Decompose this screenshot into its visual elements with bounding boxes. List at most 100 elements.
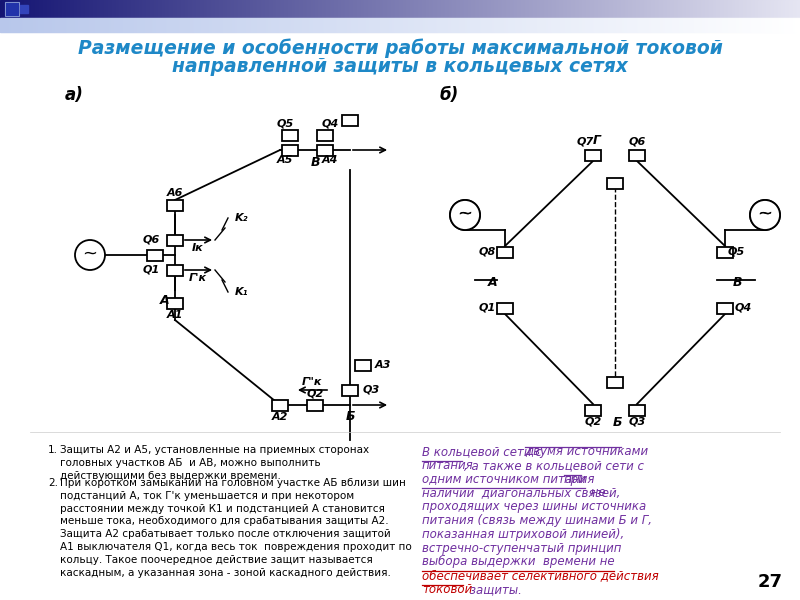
Text: Iк: Iк: [192, 243, 204, 253]
Bar: [119, 0, 120, 18]
Bar: [2, 18, 3, 32]
Text: при: при: [564, 473, 586, 485]
Bar: [205, 0, 206, 18]
Bar: [369, 18, 370, 32]
Text: Q7: Q7: [576, 136, 594, 146]
Bar: [92, 0, 93, 18]
Text: показанная штриховой линией),: показанная штриховой линией),: [422, 528, 624, 541]
Bar: [362, 18, 363, 32]
Bar: [101, 0, 102, 18]
Bar: [783, 0, 784, 18]
Bar: [798, 18, 799, 32]
Bar: [663, 18, 664, 32]
Bar: [296, 0, 297, 18]
Bar: [121, 0, 122, 18]
Bar: [19, 0, 20, 18]
Bar: [244, 18, 245, 32]
Bar: [418, 0, 419, 18]
Bar: [544, 0, 545, 18]
Bar: [778, 18, 779, 32]
Bar: [26, 18, 27, 32]
Bar: [129, 18, 130, 32]
Bar: [514, 18, 515, 32]
Bar: [751, 0, 752, 18]
Bar: [725, 18, 726, 32]
Bar: [76, 18, 77, 32]
Bar: [710, 0, 711, 18]
Bar: [276, 0, 277, 18]
Bar: [625, 18, 626, 32]
Bar: [476, 0, 477, 18]
Bar: [472, 0, 473, 18]
Bar: [415, 0, 416, 18]
Bar: [252, 18, 253, 32]
Bar: [473, 0, 474, 18]
Bar: [507, 0, 508, 18]
Bar: [793, 18, 794, 32]
Bar: [455, 0, 456, 18]
Bar: [62, 0, 63, 18]
Bar: [683, 18, 684, 32]
Bar: [386, 18, 387, 32]
Bar: [628, 18, 629, 32]
Bar: [712, 18, 713, 32]
Bar: [763, 0, 764, 18]
Bar: [416, 18, 417, 32]
Bar: [459, 0, 460, 18]
Bar: [143, 0, 144, 18]
Bar: [65, 18, 66, 32]
Bar: [762, 0, 763, 18]
Bar: [213, 18, 214, 32]
Bar: [403, 18, 404, 32]
Bar: [500, 0, 501, 18]
Bar: [569, 18, 570, 32]
Text: A2: A2: [272, 412, 288, 422]
Bar: [340, 0, 341, 18]
Text: , а также в кольцевой сети с: , а также в кольцевой сети с: [464, 459, 644, 472]
Bar: [94, 18, 95, 32]
Bar: [177, 0, 178, 18]
Bar: [774, 18, 775, 32]
Text: направленной защиты в кольцевых сетях: направленной защиты в кольцевых сетях: [172, 56, 628, 76]
Bar: [92, 18, 93, 32]
Bar: [509, 0, 510, 18]
Bar: [619, 0, 620, 18]
Bar: [152, 18, 153, 32]
Bar: [225, 18, 226, 32]
Bar: [236, 0, 237, 18]
Bar: [449, 18, 450, 32]
Bar: [243, 0, 244, 18]
Bar: [629, 404, 645, 415]
Bar: [254, 18, 255, 32]
Bar: [525, 0, 526, 18]
Bar: [329, 0, 330, 18]
Bar: [714, 0, 715, 18]
Bar: [75, 18, 76, 32]
Bar: [223, 0, 224, 18]
Bar: [408, 0, 409, 18]
Bar: [431, 0, 432, 18]
Bar: [307, 0, 308, 18]
Bar: [107, 0, 108, 18]
Bar: [734, 18, 735, 32]
Bar: [415, 18, 416, 32]
Bar: [439, 0, 440, 18]
Bar: [767, 18, 768, 32]
Bar: [417, 18, 418, 32]
Bar: [225, 0, 226, 18]
Bar: [198, 0, 199, 18]
Bar: [95, 0, 96, 18]
Bar: [554, 0, 555, 18]
Bar: [78, 18, 79, 32]
Bar: [531, 0, 532, 18]
Bar: [397, 0, 398, 18]
Bar: [149, 0, 150, 18]
Bar: [708, 18, 709, 32]
Bar: [50, 18, 51, 32]
Bar: [496, 18, 497, 32]
Bar: [456, 0, 457, 18]
Bar: [708, 0, 709, 18]
Bar: [282, 18, 283, 32]
Bar: [258, 0, 259, 18]
Text: токовой: токовой: [422, 583, 472, 596]
